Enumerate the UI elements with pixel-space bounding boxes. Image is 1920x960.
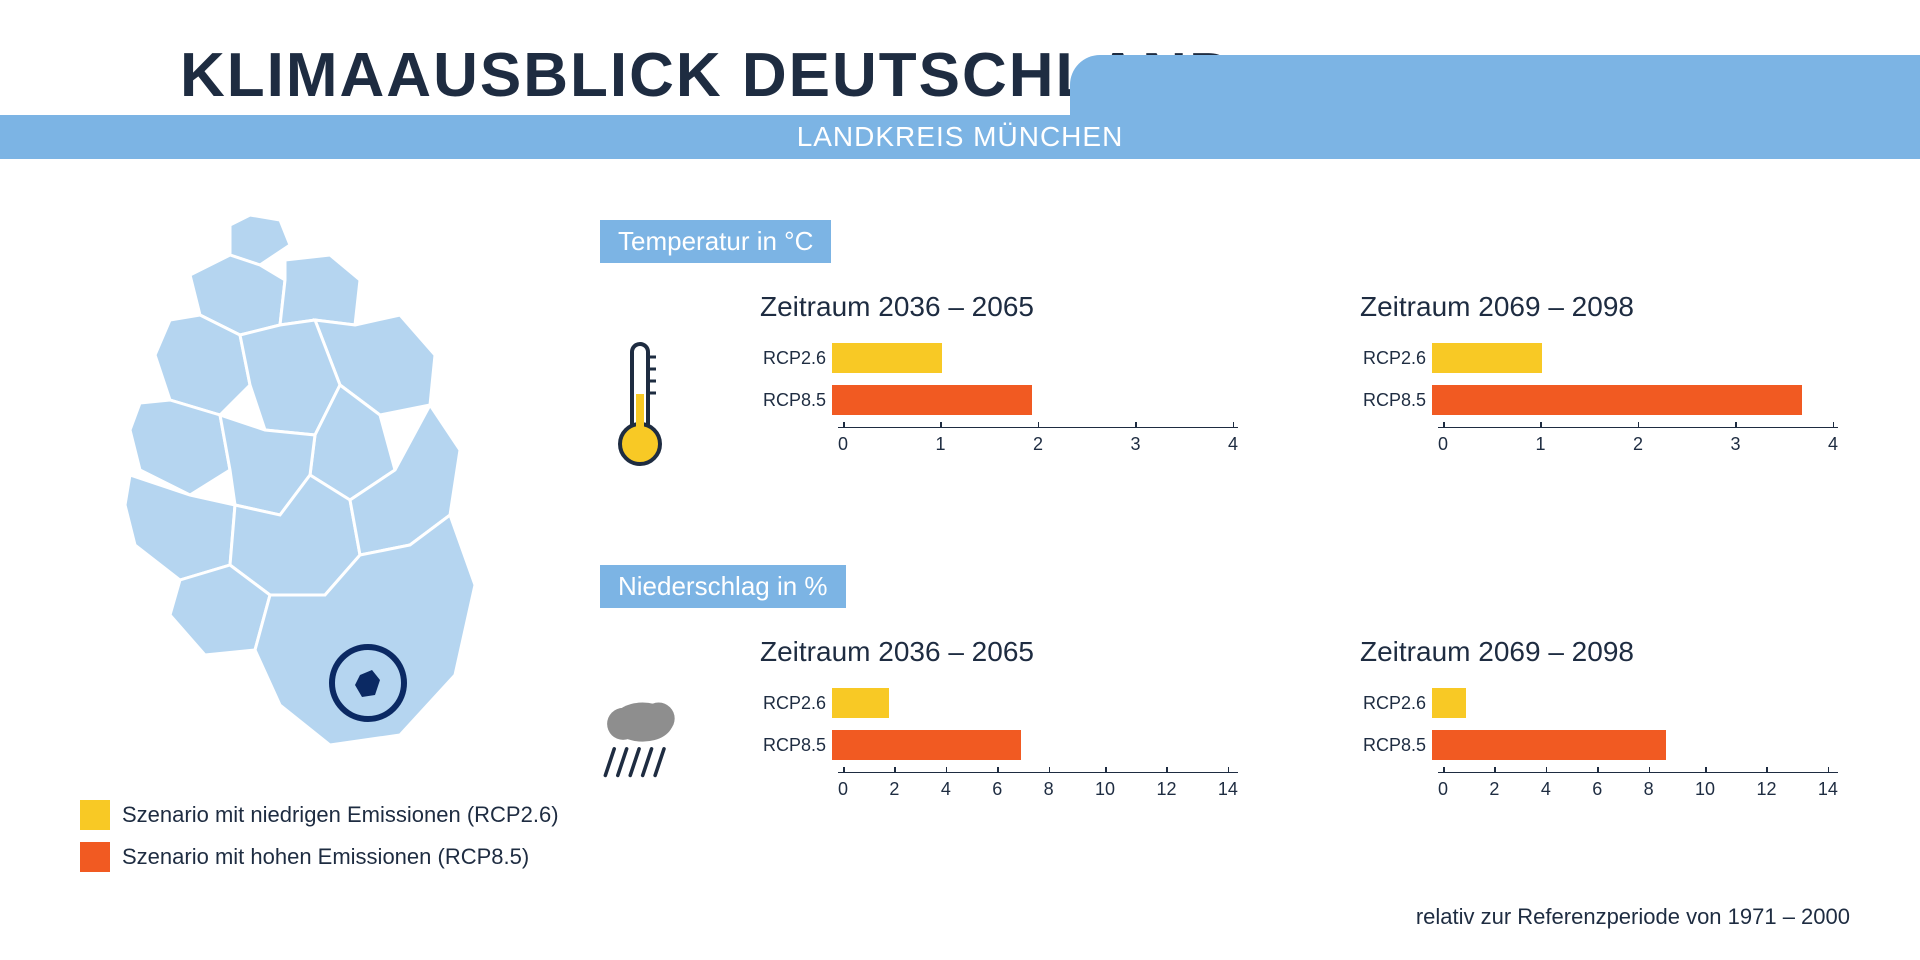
x-axis: 0 1 2 3 4 <box>838 427 1238 455</box>
rain-cloud-icon <box>600 684 680 794</box>
bar <box>1432 343 1542 373</box>
axis-tick: 3 <box>1130 434 1140 455</box>
bar-label: RCP8.5 <box>1360 735 1432 756</box>
chart-block: Zeitraum 2069 – 2098 RCP2.6 RCP8.5 0 1 2 3 4 <box>1360 291 1840 455</box>
bar-label: RCP2.6 <box>760 348 832 369</box>
legend-swatch-rcp26 <box>80 800 110 830</box>
legend-row-rcp85: Szenario mit hohen Emissionen (RCP8.5) <box>80 842 559 872</box>
axis-tick: 4 <box>941 779 951 800</box>
chart-block: Zeitraum 2069 – 2098 RCP2.6 RCP8.5 0 2 4 6 8 10 1… <box>1360 636 1840 800</box>
bar <box>832 385 1032 415</box>
chart-block: Zeitraum 2036 – 2065 RCP2.6 RCP8.5 0 1 2 3 4 <box>760 291 1240 455</box>
bar <box>1432 688 1466 718</box>
x-axis: 0 2 4 6 8 10 12 14 <box>1438 772 1838 800</box>
bar-label: RCP8.5 <box>1360 390 1432 411</box>
precipitation-section: Niederschlag in % Zeitraum 2036 – 2065 RC… <box>600 565 1840 800</box>
axis-tick: 12 <box>1156 779 1176 800</box>
precipitation-badge: Niederschlag in % <box>600 565 846 608</box>
chart-title: Zeitraum 2036 – 2065 <box>760 636 1240 668</box>
thermometer-icon <box>600 339 680 469</box>
axis-tick: 14 <box>1818 779 1838 800</box>
bar <box>1432 730 1666 760</box>
bar <box>832 343 942 373</box>
axis-tick: 0 <box>1438 434 1448 455</box>
axis-tick: 8 <box>1644 779 1654 800</box>
bar <box>832 730 1021 760</box>
axis-tick: 2 <box>1489 779 1499 800</box>
bar-label: RCP2.6 <box>760 693 832 714</box>
legend-row-rcp26: Szenario mit niedrigen Emissionen (RCP2.… <box>80 800 559 830</box>
x-axis: 0 2 4 6 8 10 12 14 <box>838 772 1238 800</box>
temperature-section: Temperatur in °C Zeitraum 2036 – 2065 RCP… <box>600 220 1840 469</box>
subtitle-bar: LANDKREIS MÜNCHEN <box>0 115 1920 159</box>
legend-label-rcp85: Szenario mit hohen Emissionen (RCP8.5) <box>122 844 529 870</box>
bar-label: RCP2.6 <box>1360 693 1432 714</box>
bar-row: RCP2.6 <box>1360 688 1840 718</box>
bar-row: RCP2.6 <box>760 688 1240 718</box>
axis-tick: 0 <box>838 434 848 455</box>
chart-block: Zeitraum 2036 – 2065 RCP2.6 RCP8.5 0 2 4 6 8 10 1… <box>760 636 1240 800</box>
axis-tick: 4 <box>1228 434 1238 455</box>
bar-row: RCP8.5 <box>1360 730 1840 760</box>
axis-tick: 14 <box>1218 779 1238 800</box>
bar <box>832 688 889 718</box>
axis-tick: 2 <box>1633 434 1643 455</box>
axis-tick: 0 <box>838 779 848 800</box>
axis-tick: 6 <box>1592 779 1602 800</box>
axis-tick: 2 <box>1033 434 1043 455</box>
axis-tick: 4 <box>1828 434 1838 455</box>
x-axis: 0 1 2 3 4 <box>1438 427 1838 455</box>
axis-tick: 6 <box>992 779 1002 800</box>
bar-label: RCP8.5 <box>760 735 832 756</box>
footnote: relativ zur Referenzperiode von 1971 – 2… <box>1416 904 1850 930</box>
germany-map <box>80 205 500 775</box>
axis-tick: 0 <box>1438 779 1448 800</box>
legend-label-rcp26: Szenario mit niedrigen Emissionen (RCP2.… <box>122 802 559 828</box>
axis-tick: 10 <box>1095 779 1115 800</box>
temperature-badge: Temperatur in °C <box>600 220 831 263</box>
bar-row: RCP2.6 <box>760 343 1240 373</box>
axis-tick: 2 <box>889 779 899 800</box>
chart-title: Zeitraum 2069 – 2098 <box>1360 636 1840 668</box>
bar-row: RCP8.5 <box>760 730 1240 760</box>
bar-row: RCP8.5 <box>1360 385 1840 415</box>
bar-label: RCP2.6 <box>1360 348 1432 369</box>
axis-tick: 8 <box>1044 779 1054 800</box>
axis-tick: 10 <box>1695 779 1715 800</box>
legend-swatch-rcp85 <box>80 842 110 872</box>
axis-tick: 1 <box>935 434 945 455</box>
axis-tick: 1 <box>1535 434 1545 455</box>
legend: Szenario mit niedrigen Emissionen (RCP2.… <box>80 800 559 884</box>
axis-tick: 4 <box>1541 779 1551 800</box>
bar-row: RCP8.5 <box>760 385 1240 415</box>
chart-title: Zeitraum 2069 – 2098 <box>1360 291 1840 323</box>
axis-tick: 3 <box>1730 434 1740 455</box>
bar-label: RCP8.5 <box>760 390 832 411</box>
chart-title: Zeitraum 2036 – 2065 <box>760 291 1240 323</box>
bar <box>1432 385 1802 415</box>
axis-tick: 12 <box>1756 779 1776 800</box>
bar-row: RCP2.6 <box>1360 343 1840 373</box>
header-decoration <box>1070 55 1920 115</box>
